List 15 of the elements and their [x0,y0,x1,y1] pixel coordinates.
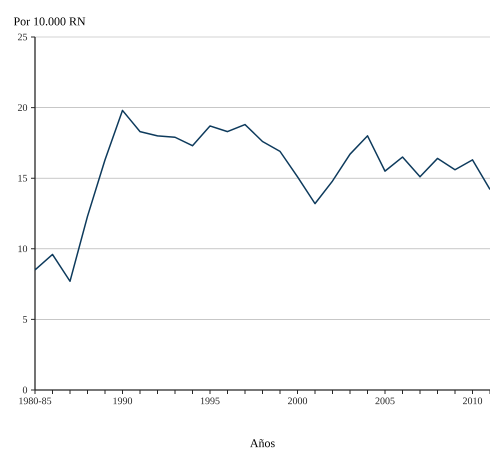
y-tick-label: 15 [18,174,28,182]
line-series [34,110,490,282]
y-tick-label: 5 [23,316,28,323]
x-tick-label: 2000 [288,398,308,404]
x-tick-label: 1995 [200,398,220,404]
y-tick-label: 10 [18,245,28,252]
y-tick-label: 20 [18,104,28,111]
y-tick-label: 25 [18,34,28,40]
x-axis-title: Años [250,439,275,448]
x-tick-label: 1980-85 [19,398,52,404]
x-tick-label: 2010 [462,398,482,404]
y-axis-title: Por 10.000 RN [14,17,86,26]
x-tick-label: 2005 [375,398,395,404]
x-tick-label: 1990 [113,398,132,404]
y-tick-label: 0 [22,386,28,394]
